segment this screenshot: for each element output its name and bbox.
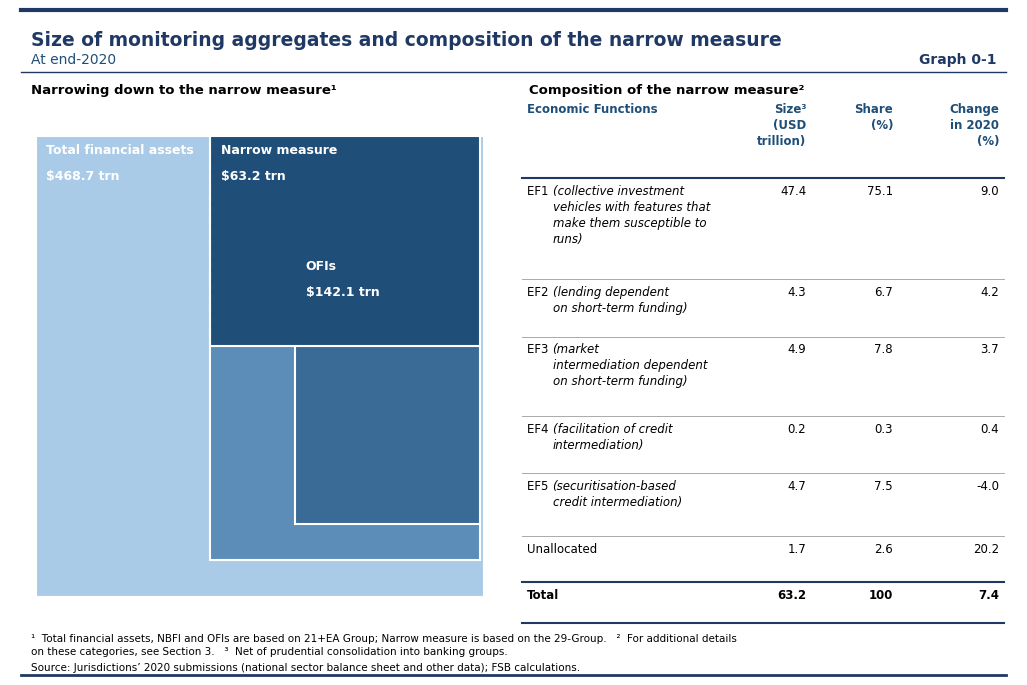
Text: 7.4: 7.4: [979, 589, 999, 602]
Text: Economic Functions: Economic Functions: [527, 103, 657, 116]
Text: 6.7: 6.7: [874, 286, 893, 299]
FancyBboxPatch shape: [36, 136, 485, 597]
Text: 9.0: 9.0: [981, 185, 999, 198]
Text: EF4: EF4: [527, 423, 553, 436]
Text: NBFI: NBFI: [221, 202, 254, 215]
Text: (market
intermediation dependent
on short-term funding): (market intermediation dependent on shor…: [553, 343, 707, 388]
Text: EF1: EF1: [527, 185, 553, 198]
Text: ¹  Total financial assets, NBFI and OFIs are based on 21+EA Group; Narrow measur: ¹ Total financial assets, NBFI and OFIs …: [31, 634, 736, 657]
Text: 3.7: 3.7: [981, 343, 999, 356]
Text: 100: 100: [869, 589, 893, 602]
Text: 7.5: 7.5: [874, 480, 893, 493]
Text: $468.7 trn: $468.7 trn: [46, 171, 119, 184]
Text: Change
in 2020
(%): Change in 2020 (%): [949, 103, 999, 148]
Text: -4.0: -4.0: [977, 480, 999, 493]
Text: (collective investment
vehicles with features that
make them susceptible to
runs: (collective investment vehicles with fea…: [553, 185, 710, 246]
Text: Size of monitoring aggregates and composition of the narrow measure: Size of monitoring aggregates and compos…: [31, 31, 782, 50]
Text: Unallocated: Unallocated: [527, 543, 597, 556]
Text: At end-2020: At end-2020: [31, 53, 116, 66]
Text: Narrowing down to the narrow measure¹: Narrowing down to the narrow measure¹: [31, 84, 337, 97]
Text: 0.3: 0.3: [875, 423, 893, 436]
Text: (securitisation-based
credit intermediation): (securitisation-based credit intermediat…: [553, 480, 682, 509]
Text: 4.7: 4.7: [788, 480, 806, 493]
Text: 0.2: 0.2: [788, 423, 806, 436]
Text: 47.4: 47.4: [779, 185, 806, 198]
Text: Narrow measure: Narrow measure: [221, 145, 337, 158]
Text: 20.2: 20.2: [974, 543, 999, 556]
Text: Composition of the narrow measure²: Composition of the narrow measure²: [529, 84, 804, 97]
Text: 4.9: 4.9: [788, 343, 806, 356]
FancyBboxPatch shape: [211, 194, 480, 560]
Text: Total: Total: [527, 589, 559, 602]
Text: 1.7: 1.7: [788, 543, 806, 556]
Text: 0.4: 0.4: [981, 423, 999, 436]
Text: 2.6: 2.6: [874, 543, 893, 556]
Text: $142.1 trn: $142.1 trn: [306, 286, 379, 299]
Text: Source: Jurisdictions’ 2020 submissions (national sector balance sheet and other: Source: Jurisdictions’ 2020 submissions …: [31, 663, 580, 673]
Text: 7.8: 7.8: [874, 343, 893, 356]
Text: $226.6 trn: $226.6 trn: [221, 228, 294, 241]
Text: 4.3: 4.3: [788, 286, 806, 299]
Text: EF3: EF3: [527, 343, 551, 356]
Text: Graph 0-1: Graph 0-1: [919, 53, 996, 66]
Text: EF5: EF5: [527, 480, 551, 493]
Text: Share
(%): Share (%): [854, 103, 893, 132]
Text: (facilitation of credit
intermediation): (facilitation of credit intermediation): [553, 423, 672, 451]
Text: 75.1: 75.1: [867, 185, 893, 198]
Text: $63.2 trn: $63.2 trn: [221, 171, 286, 184]
Text: (lending dependent
on short-term funding): (lending dependent on short-term funding…: [553, 286, 687, 315]
Text: EF2: EF2: [527, 286, 553, 299]
Text: 63.2: 63.2: [777, 589, 806, 602]
FancyBboxPatch shape: [296, 251, 480, 524]
Text: Size³
(USD
trillion): Size³ (USD trillion): [757, 103, 806, 148]
FancyBboxPatch shape: [211, 136, 480, 346]
Text: OFIs: OFIs: [306, 260, 337, 273]
Text: Total financial assets: Total financial assets: [46, 145, 193, 158]
Text: 4.2: 4.2: [981, 286, 999, 299]
